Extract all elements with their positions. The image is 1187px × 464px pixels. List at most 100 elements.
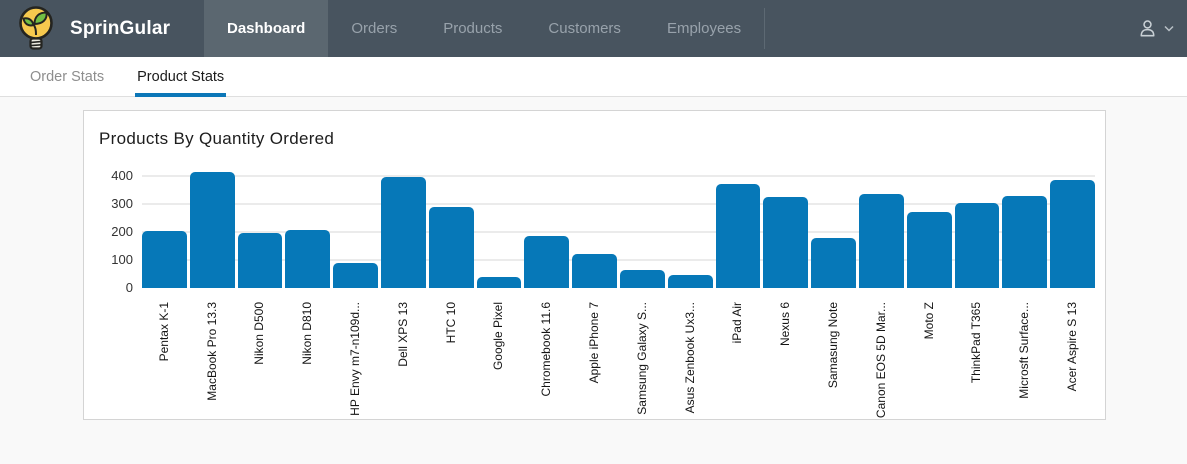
bar[interactable] — [667, 275, 713, 288]
lightbulb-plant-logo-icon — [13, 4, 59, 54]
bar[interactable] — [715, 184, 761, 288]
x-axis-label: iPad Air — [730, 302, 745, 344]
bar[interactable] — [476, 277, 522, 288]
nav-item-label: Employees — [666, 20, 742, 37]
x-axis-label-slot: Pentax K-1 — [142, 297, 187, 413]
x-axis-label: MacBook Pro 13.3 — [204, 302, 219, 401]
x-axis-label: Chromebook 11.6 — [539, 302, 554, 397]
x-axis-label: ThinkPad T365 — [969, 302, 984, 384]
gridline — [142, 175, 1095, 177]
brand-name: SprinGular — [70, 17, 171, 39]
bar[interactable] — [1002, 196, 1048, 288]
tab-label: Product Stats — [137, 68, 225, 85]
x-axis-label: Acer Aspire S 13 — [1064, 302, 1079, 392]
nav-item-employees[interactable]: Employees — [644, 0, 764, 57]
nav-item-orders[interactable]: Orders — [328, 0, 420, 57]
nav-item-label: Customers — [548, 20, 621, 37]
bars-row — [142, 162, 1095, 288]
x-axis-label: HTC 10 — [443, 302, 458, 344]
x-axis-label-slot: Canon EOS 5D Mar... — [859, 297, 904, 418]
nav-item-products[interactable]: Products — [420, 0, 525, 57]
x-axis-label-slot: HP Envy m7-n109d... — [333, 297, 378, 416]
bar[interactable] — [954, 203, 1000, 288]
bar-chart: 0 100 200 300 400 — [99, 162, 1095, 295]
bar[interactable] — [333, 263, 378, 288]
bar[interactable] — [380, 177, 426, 288]
tab-order-stats[interactable]: Order Stats — [28, 57, 106, 96]
bar[interactable] — [572, 254, 617, 288]
bar[interactable] — [428, 207, 474, 288]
x-axis-label: Samsung Galaxy S... — [634, 302, 649, 415]
nav-item-label: Dashboard — [227, 20, 306, 37]
x-axis-label: Google Pixel — [491, 302, 506, 371]
brand[interactable]: SprinGular — [0, 0, 204, 57]
bar[interactable] — [619, 270, 665, 288]
x-axis-label: Microsft Surface... — [1017, 302, 1032, 399]
y-axis-tick-label: 400 — [111, 168, 133, 183]
gridline — [142, 231, 1095, 233]
tab-product-stats[interactable]: Product Stats — [135, 57, 227, 97]
y-axis-tick-label: 100 — [111, 252, 133, 267]
chart-card: Products By Quantity Ordered 0 100 200 300 4… — [83, 110, 1106, 420]
bar[interactable] — [189, 172, 235, 288]
bar[interactable] — [285, 230, 331, 288]
x-axis-label: Canon EOS 5D Mar... — [873, 302, 888, 419]
stats-tabbar: Order Stats Product Stats — [0, 57, 1187, 97]
chart-title: Products By Quantity Ordered — [99, 129, 335, 148]
x-axis-label-slot: Google Pixel — [477, 297, 522, 413]
x-axis-label-slot: Samsung Galaxy S... — [620, 297, 665, 415]
x-axis: Pentax K-1 MacBook Pro 13.3 Nikon D500 Niko… — [142, 297, 1095, 418]
x-axis-label: Nikon D810 — [300, 302, 315, 365]
user-icon — [1136, 17, 1159, 40]
user-menu[interactable] — [1136, 0, 1187, 57]
x-axis-label-slot: Dell XPS 13 — [381, 297, 426, 413]
x-axis-label-slot: Microsft Surface... — [1002, 297, 1047, 413]
x-axis-label: Nexus 6 — [778, 302, 793, 347]
nav-menu: Dashboard Orders Products Customers Empl… — [204, 0, 766, 57]
main-content: Products By Quantity Ordered 0 100 200 300 4… — [0, 97, 1187, 420]
x-axis-label-slot: Apple iPhone 7 — [572, 297, 617, 413]
x-axis-label: HP Envy m7-n109d... — [347, 302, 362, 416]
x-axis-label-slot: iPad Air — [716, 297, 761, 413]
y-axis-tick-label: 300 — [111, 196, 133, 211]
x-axis-label-slot: ThinkPad T365 — [955, 297, 1000, 413]
nav-item-label: Orders — [351, 20, 398, 37]
x-axis-label-slot: Chromebook 11.6 — [524, 297, 569, 413]
nav-divider — [764, 8, 766, 49]
x-axis-label-slot: HTC 10 — [429, 297, 474, 413]
x-axis-label-slot: Asus Zenbook Ux3... — [668, 297, 713, 413]
x-axis-label: Asus Zenbook Ux3... — [682, 302, 697, 414]
top-navbar: SprinGular Dashboard Orders Products Cus… — [0, 0, 1187, 57]
nav-item-customers[interactable]: Customers — [525, 0, 644, 57]
x-axis-label-slot: Acer Aspire S 13 — [1050, 297, 1095, 413]
bar[interactable] — [811, 238, 856, 288]
y-axis: 0 100 200 300 400 — [99, 162, 142, 295]
x-axis-label: Apple iPhone 7 — [586, 302, 601, 384]
bar[interactable] — [763, 197, 809, 288]
x-axis-label: Nikon D500 — [252, 302, 267, 365]
tab-label: Order Stats — [30, 68, 105, 85]
plot-area — [142, 162, 1095, 288]
gridline — [142, 203, 1095, 205]
bar[interactable] — [524, 236, 570, 288]
x-axis-label-slot: MacBook Pro 13.3 — [190, 297, 235, 413]
nav-item-label: Products — [443, 20, 503, 37]
chevron-down-icon — [1164, 25, 1174, 32]
x-axis-label-slot: Nexus 6 — [763, 297, 808, 413]
x-axis-label-slot: Moto Z — [907, 297, 952, 413]
bar[interactable] — [142, 231, 187, 288]
bar[interactable] — [906, 212, 952, 288]
bar[interactable] — [237, 233, 283, 288]
gridline — [142, 259, 1095, 261]
x-axis-label: Moto Z — [921, 302, 936, 340]
x-axis-label-slot: Nikon D500 — [238, 297, 283, 413]
y-axis-tick-label: 0 — [125, 280, 133, 295]
x-axis-label: Pentax K-1 — [156, 302, 171, 362]
x-axis-label: Dell XPS 13 — [395, 302, 410, 367]
bar[interactable] — [858, 194, 904, 288]
x-axis-label: Samasung Note — [825, 302, 840, 389]
x-axis-label-slot: Samasung Note — [811, 297, 856, 413]
x-axis-label-slot: Nikon D810 — [285, 297, 330, 413]
bar[interactable] — [1050, 180, 1095, 288]
nav-item-dashboard[interactable]: Dashboard — [204, 0, 329, 57]
